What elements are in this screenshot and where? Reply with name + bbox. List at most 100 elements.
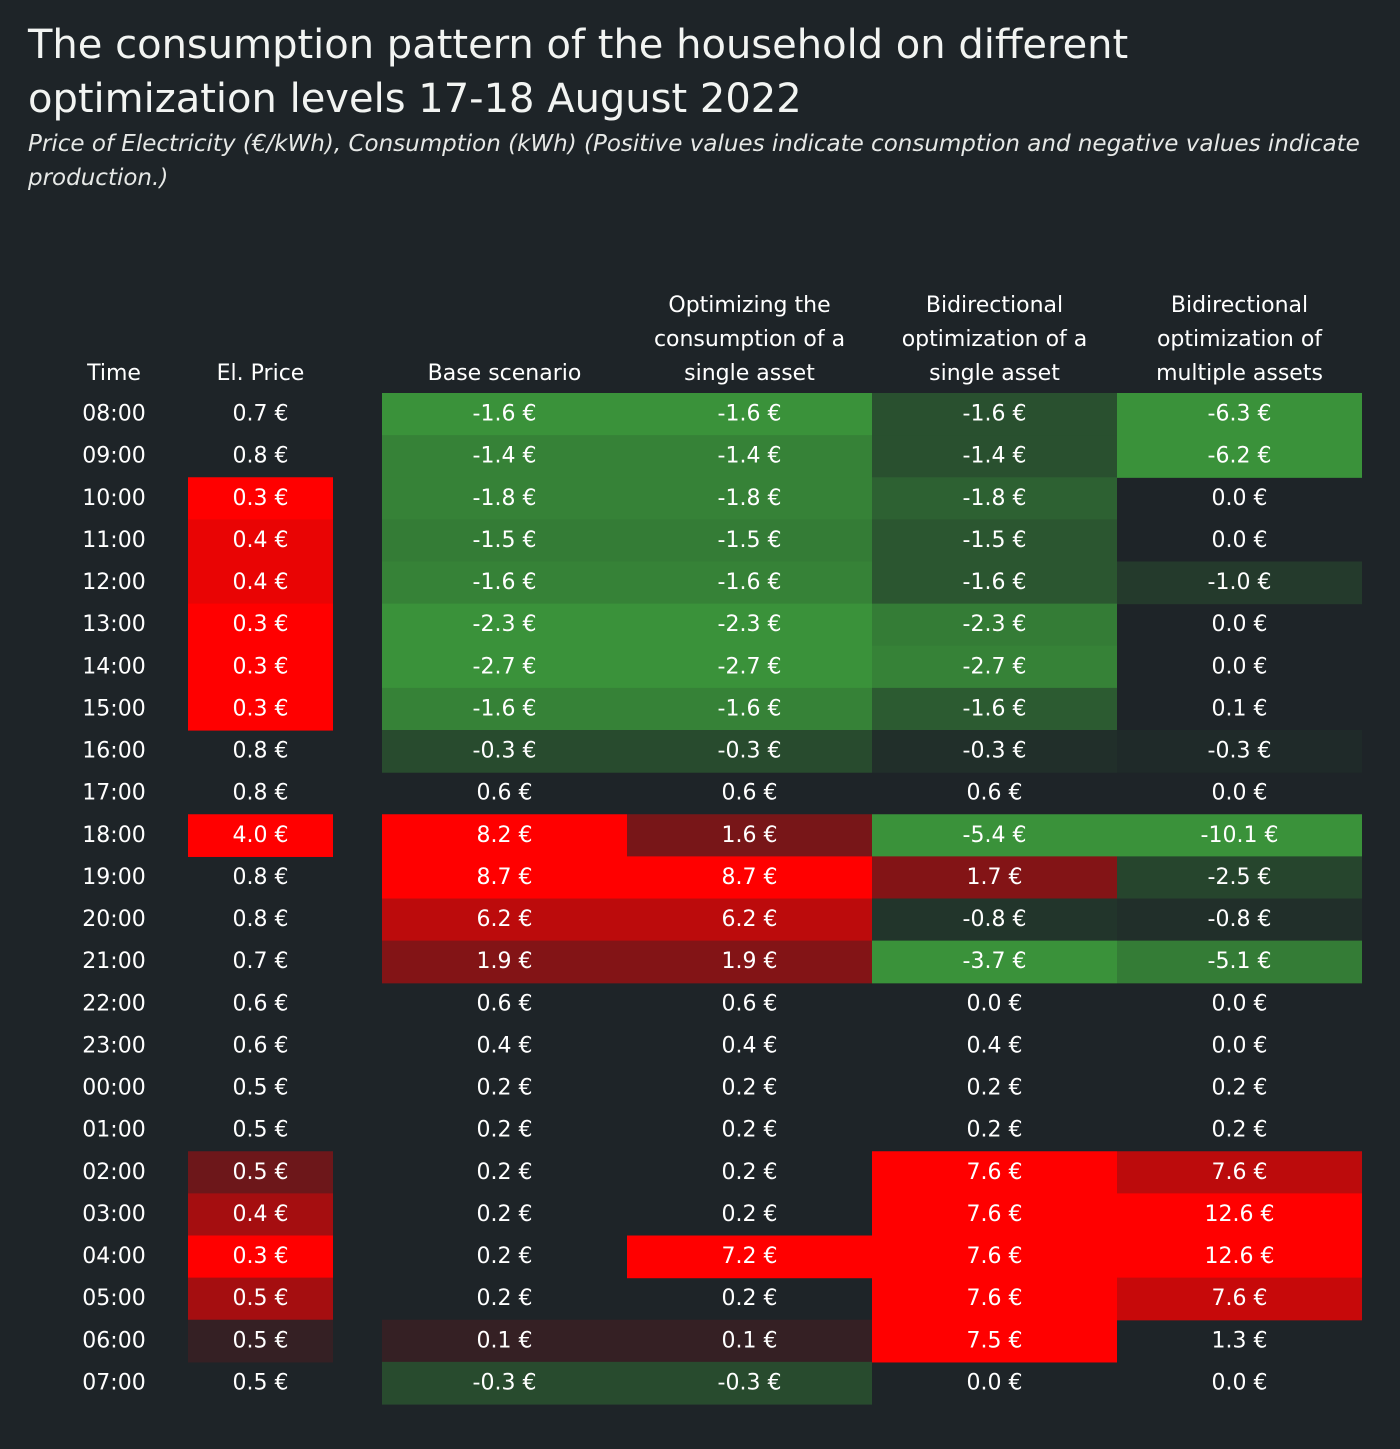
cell-value-bi_multi: 0.0 € — [1212, 1370, 1268, 1395]
cell-value-single: 1.9 € — [722, 949, 778, 974]
cell-value-base: -0.3 € — [473, 1370, 537, 1395]
heatmap-cell-bi_multi — [1117, 730, 1362, 773]
time-label: 22:00 — [82, 991, 145, 1016]
heatmap-cell-bi_single — [872, 603, 1117, 647]
cell-value-base: -2.3 € — [473, 612, 537, 637]
cell-value-bi_single: -3.7 € — [963, 949, 1027, 974]
heatmap-cell-price — [188, 1193, 333, 1237]
heatmap-cell-bi_multi — [1117, 393, 1362, 436]
heatmap-cell-bi_single — [872, 814, 1117, 857]
cell-value-single: 0.2 € — [722, 1076, 778, 1101]
heatmap-cell-bi_single — [872, 1151, 1117, 1194]
heatmap-cell-bi_multi — [1117, 856, 1362, 900]
heatmap-cell-price — [188, 603, 333, 647]
cell-value-bi_multi: 0.1 € — [1212, 696, 1268, 721]
cell-value-price: 0.3 € — [233, 486, 289, 511]
heatmap-cell-bi_single — [872, 1193, 1117, 1237]
cell-value-price: 4.0 € — [233, 823, 289, 848]
heatmap-cell-base — [382, 393, 627, 436]
cell-value-bi_multi: 0.0 € — [1212, 654, 1268, 679]
cell-value-single: 8.7 € — [722, 865, 778, 890]
time-label: 07:00 — [82, 1370, 145, 1395]
heatmap-cell-bi_multi — [1117, 1277, 1362, 1321]
cell-value-bi_single: 7.6 € — [967, 1244, 1023, 1269]
cell-value-bi_multi: 12.6 € — [1205, 1244, 1275, 1269]
heatmap-cell-bi_single — [872, 645, 1117, 689]
cell-value-price: 0.7 € — [233, 402, 289, 427]
cell-value-bi_single: 7.5 € — [967, 1328, 1023, 1353]
heatmap-cell-price — [188, 814, 333, 857]
cell-value-bi_single: 0.6 € — [967, 781, 1023, 806]
column-header-time-line-1: Time — [86, 361, 141, 386]
cell-value-base: 0.6 € — [477, 781, 533, 806]
cell-value-base: 8.2 € — [477, 823, 533, 848]
cell-value-bi_multi: 0.0 € — [1212, 991, 1268, 1016]
heatmap-cell-base — [382, 435, 627, 478]
heatmap-labels: Time El. Price Base scenario Optimizing the… — [82, 293, 1323, 1395]
cell-value-base: 0.2 € — [477, 1160, 533, 1185]
time-label: 16:00 — [82, 739, 145, 764]
cell-value-bi_single: -2.7 € — [963, 654, 1027, 679]
cell-value-bi_single: -1.6 € — [963, 696, 1027, 721]
cell-value-price: 0.3 € — [233, 696, 289, 721]
cell-value-bi_single: 0.0 € — [967, 1370, 1023, 1395]
heatmap-cell-base — [382, 940, 627, 984]
cell-value-bi_single: 0.0 € — [967, 991, 1023, 1016]
cell-value-base: 0.4 € — [477, 1033, 533, 1058]
time-label: 18:00 — [82, 823, 145, 848]
cell-value-bi_multi: 0.0 € — [1212, 781, 1268, 806]
time-label: 13:00 — [82, 612, 145, 637]
heatmap-cell-price — [188, 687, 333, 731]
heatmap-cell-bi_multi — [1117, 1151, 1362, 1194]
heatmap-cell-bi_multi — [1117, 1193, 1362, 1237]
cell-value-single: 0.6 € — [722, 781, 778, 806]
cell-value-bi_single: -1.6 € — [963, 402, 1027, 427]
cell-value-single: 1.6 € — [722, 823, 778, 848]
cell-value-bi_multi: 0.0 € — [1212, 528, 1268, 553]
heatmap-cell-base — [382, 477, 627, 520]
cell-value-bi_single: -2.3 € — [963, 612, 1027, 637]
heatmap-cell-price — [188, 1235, 333, 1279]
cell-value-single: -0.3 € — [718, 739, 782, 764]
heatmap-cell-single — [627, 898, 872, 942]
cell-value-bi_multi: 0.0 € — [1212, 612, 1268, 637]
cell-value-base: 0.2 € — [477, 1202, 533, 1227]
time-label: 17:00 — [82, 781, 145, 806]
cell-value-bi_single: 7.6 € — [967, 1202, 1023, 1227]
time-label: 10:00 — [82, 486, 145, 511]
heatmap-cell-bi_multi — [1117, 898, 1362, 942]
heatmap-cell-base — [382, 730, 627, 773]
cell-value-base: -2.7 € — [473, 654, 537, 679]
time-label: 12:00 — [82, 570, 145, 595]
column-header-bi_single-line-1: Bidirectional — [926, 293, 1063, 318]
cell-value-single: -2.3 € — [718, 612, 782, 637]
heatmap-cell-base — [382, 603, 627, 647]
heatmap-cell-price — [188, 477, 333, 520]
cell-value-price: 0.6 € — [233, 1033, 289, 1058]
cell-value-base: -1.5 € — [473, 528, 537, 553]
heatmap-cell-single — [627, 1361, 872, 1405]
column-header-single-line-1: Optimizing the — [668, 293, 830, 318]
cell-value-single: 7.2 € — [722, 1244, 778, 1269]
heatmap-cell-single — [627, 435, 872, 478]
cell-value-bi_single: 7.6 € — [967, 1160, 1023, 1185]
cell-value-bi_single: 0.4 € — [967, 1033, 1023, 1058]
cell-value-single: -1.6 € — [718, 570, 782, 595]
heatmap-cell-single — [627, 730, 872, 773]
cell-value-price: 0.6 € — [233, 991, 289, 1016]
cell-value-bi_multi: -6.2 € — [1208, 444, 1272, 469]
cell-value-bi_multi: 1.3 € — [1212, 1328, 1268, 1353]
heatmap-cell-base — [382, 1361, 627, 1405]
cell-value-bi_multi: -6.3 € — [1208, 402, 1272, 427]
cell-value-price: 0.8 € — [233, 907, 289, 932]
cell-value-base: 8.7 € — [477, 865, 533, 890]
time-label: 08:00 — [82, 402, 145, 427]
heatmap-cell-single — [627, 814, 872, 857]
cell-value-base: 0.2 € — [477, 1118, 533, 1143]
time-label: 04:00 — [82, 1244, 145, 1269]
cell-value-bi_multi: 12.6 € — [1205, 1202, 1275, 1227]
cell-value-single: 0.6 € — [722, 991, 778, 1016]
time-label: 23:00 — [82, 1033, 145, 1058]
cell-value-price: 0.8 € — [233, 739, 289, 764]
